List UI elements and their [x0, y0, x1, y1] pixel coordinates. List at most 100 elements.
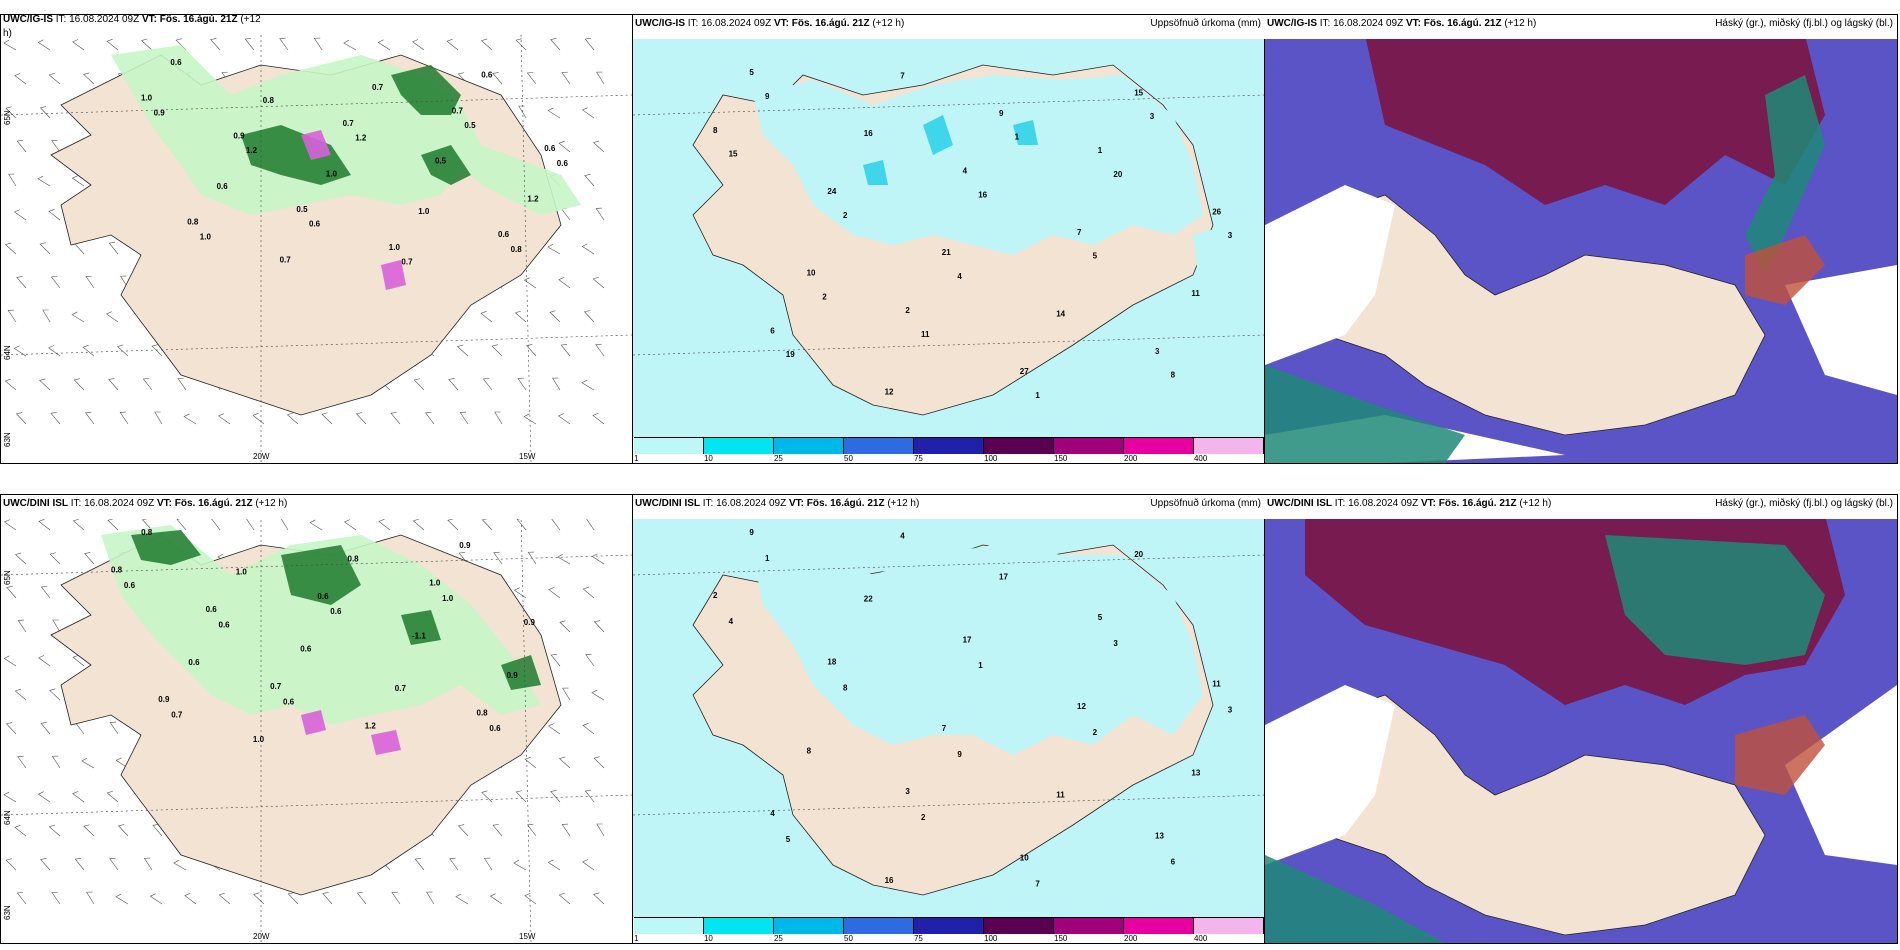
wind-barb	[322, 892, 333, 905]
value-label: 2	[843, 211, 848, 220]
value-label: 1.0	[442, 594, 454, 603]
wind-barb	[547, 723, 561, 735]
legend-tick: 25	[773, 454, 783, 463]
lead-time: (+12 h)	[872, 18, 905, 29]
lead-time: (+12	[240, 14, 261, 25]
value-label: 14	[1056, 309, 1065, 318]
wind-barb	[481, 38, 493, 51]
wind-barb	[493, 551, 503, 565]
map-area: 0.8 0.7 1.0 0.9 0.6 0.8 0.6 1.2 0.9 1.0 -1.1 0.8 0.6…	[1, 515, 632, 943]
wind-barb	[414, 858, 425, 871]
wind-barb	[40, 585, 51, 599]
legend-swatches	[634, 437, 1264, 454]
wind-barb	[83, 824, 95, 837]
wind-barb	[14, 688, 27, 701]
value-label: 5	[786, 835, 791, 844]
value-label: 20	[1113, 170, 1122, 179]
wind-barb	[17, 755, 27, 769]
legend-tick: 100	[984, 934, 998, 943]
hail-area	[301, 710, 401, 755]
wind-barb	[558, 140, 571, 153]
map-area	[1265, 35, 1897, 463]
value-label: 0.6	[217, 182, 229, 191]
wind-barb	[7, 309, 17, 323]
value-label: 0.6	[283, 697, 295, 706]
value-label: 2	[822, 292, 827, 301]
wind-barb	[582, 723, 595, 735]
value-label: 20	[1134, 550, 1143, 559]
wind-barb	[523, 413, 537, 425]
wind-barb	[489, 893, 503, 905]
map-svg: 2354171318101116129720817132211423516873…	[633, 515, 1265, 917]
legend-swatch	[1124, 918, 1194, 934]
wind-barb	[549, 310, 561, 323]
value-label: 0.8	[348, 554, 360, 563]
value-label: 0.7	[171, 711, 183, 720]
precip-legend: 1 10 25 50 75 100 150 200 400	[634, 917, 1264, 943]
wind-barb	[581, 379, 595, 391]
wind-barb	[177, 377, 187, 391]
map-svg: 1.00.50.70.80.70.60.91.00.60.70.50.61.00…	[1, 35, 632, 463]
wind-barb	[49, 688, 61, 701]
grid-lines	[1, 515, 632, 943]
panel-dini-clouds: UWC/DINI ISL IT: 16.08.2024 09Z VT: Fös.…	[1264, 494, 1898, 944]
wind-barb	[72, 518, 85, 531]
legend-swatch	[914, 918, 984, 934]
wind-barb	[593, 140, 605, 153]
wind-barb	[483, 857, 493, 871]
wind-barb	[106, 790, 119, 803]
panel-igis-clouds: UWC/IG-IS IT: 16.08.2024 09Z VT: Fös. 16…	[1264, 14, 1898, 464]
legend-swatch	[1124, 438, 1194, 454]
wind-barb	[72, 791, 85, 803]
wind-barb	[279, 37, 289, 51]
wind-barb	[15, 552, 27, 565]
wind-barb	[48, 209, 61, 221]
value-label: 13	[1191, 769, 1200, 778]
wind-barb	[514, 310, 527, 323]
precip-area-light	[111, 45, 581, 215]
lat-label-64n: 64N	[3, 345, 12, 360]
wind-barb	[81, 757, 95, 769]
legend-swatch	[1054, 918, 1124, 934]
value-label: 13	[1155, 831, 1164, 840]
value-label: 10	[1020, 854, 1029, 863]
wind-barb	[16, 276, 27, 289]
legend-swatch	[844, 438, 914, 454]
map-area: 2 3 5 4 17 13 18 10 11 16 12 9 7 20 8 17 13 22 11 4 2 3 5 1 6 8 7 3…	[633, 515, 1265, 917]
value-label: 0.6	[309, 220, 321, 229]
wind-barb	[491, 344, 503, 357]
value-label: 0.6	[206, 605, 218, 614]
wind-barb	[455, 893, 469, 905]
wind-barb	[3, 519, 17, 531]
value-label: 8	[1171, 371, 1176, 380]
panel-title: UWC/IG-IS IT: 16.08.2024 09Z VT: Fös. 16…	[633, 15, 1265, 39]
value-label: 1.0	[200, 232, 212, 241]
vt-label: VT:	[1420, 498, 1436, 509]
value-label: 0.6	[170, 58, 182, 67]
wind-barb	[74, 858, 85, 871]
wind-barb	[37, 175, 51, 187]
value-label: 4	[770, 809, 775, 818]
wind-barb	[152, 824, 163, 837]
wind-barb	[513, 859, 527, 871]
wind-barb	[517, 377, 527, 391]
iceland-land	[1294, 694, 1766, 936]
legend-swatch	[704, 438, 774, 454]
wind-barb	[49, 552, 61, 565]
value-label: 1.2	[355, 134, 367, 143]
legend-swatch	[634, 918, 704, 934]
value-label: 24	[827, 187, 836, 196]
value-labels: 8216432427261275211510911161415112019168…	[713, 68, 1233, 400]
high-cloud-dense	[1735, 715, 1825, 795]
value-label: 0.8	[111, 565, 123, 574]
legend-tick: 75	[913, 454, 923, 463]
wind-barb	[412, 39, 425, 51]
wind-barb	[183, 413, 197, 425]
lon-label-15w: 15W	[519, 932, 536, 941]
value-label: 0.9	[459, 541, 471, 550]
value-label: 0.7	[401, 258, 413, 267]
wind-barb	[321, 412, 333, 425]
value-label: 1.2	[246, 146, 258, 155]
init-time: 16.08.2024 09Z	[1333, 18, 1404, 29]
wind-barb	[14, 825, 27, 837]
